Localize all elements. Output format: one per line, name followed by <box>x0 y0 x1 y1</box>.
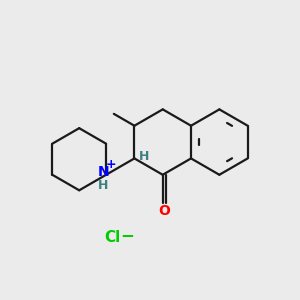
Text: H: H <box>139 150 149 163</box>
Text: O: O <box>158 204 170 218</box>
Text: H: H <box>98 179 108 192</box>
Text: −: − <box>120 226 134 244</box>
Text: N: N <box>97 165 109 179</box>
Text: Cl: Cl <box>104 230 121 245</box>
Text: +: + <box>106 158 116 171</box>
